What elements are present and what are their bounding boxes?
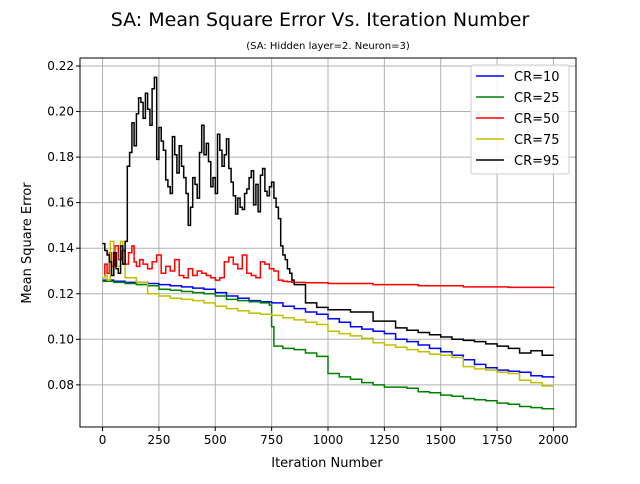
- x-tick-label: 500: [204, 433, 227, 447]
- axis-ticks: 0 250 500 750 1000 1250 1500 1750 2000 0.08 0.10 0.…: [47, 59, 568, 447]
- grid-lines: [80, 58, 576, 427]
- x-tick-label: 1000: [313, 433, 344, 447]
- y-tick-label: 0.20: [47, 105, 74, 119]
- legend-label: CR=10: [514, 70, 560, 85]
- legend-label: CR=95: [514, 154, 560, 169]
- x-tick-label: 750: [260, 433, 283, 447]
- chart-title: SA: Mean Square Error Vs. Iteration Numb…: [111, 9, 530, 31]
- legend: CR=10 CR=25 CR=50 CR=75 CR=95: [470, 64, 570, 175]
- legend-label: CR=25: [514, 91, 560, 106]
- x-tick-label: 1250: [369, 433, 400, 447]
- series-line-cr95: [102, 76, 554, 357]
- y-tick-label: 0.18: [47, 150, 74, 164]
- y-tick-label: 0.12: [47, 287, 74, 301]
- legend-label: CR=50: [514, 112, 560, 127]
- x-tick-label: 2000: [538, 433, 569, 447]
- x-tick-label: 1500: [425, 433, 456, 447]
- y-tick-label: 0.08: [47, 378, 74, 392]
- series-line-cr25: [102, 280, 555, 410]
- y-axis-label: Mean Square Error: [20, 182, 35, 304]
- x-axis-label: Iteration Number: [271, 456, 383, 471]
- series-line-cr10: [102, 279, 555, 378]
- x-tick-label: 0: [99, 433, 107, 447]
- chart-subtitle: (SA: Hidden layer=2. Neuron=3): [246, 41, 410, 52]
- y-tick-label: 0.14: [47, 241, 74, 255]
- y-tick-label: 0.22: [47, 59, 74, 73]
- series-line-cr75: [102, 240, 554, 387]
- x-tick-label: 1750: [482, 433, 513, 447]
- legend-label: CR=75: [514, 133, 560, 148]
- y-tick-label: 0.16: [47, 196, 74, 210]
- x-tick-label: 250: [147, 433, 170, 447]
- y-tick-label: 0.10: [47, 332, 74, 346]
- series-line-cr50: [102, 245, 555, 289]
- legend-box: [470, 64, 570, 175]
- data-series: [102, 76, 555, 410]
